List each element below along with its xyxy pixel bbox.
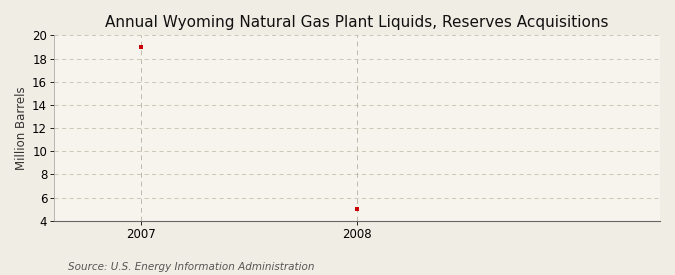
Title: Annual Wyoming Natural Gas Plant Liquids, Reserves Acquisitions: Annual Wyoming Natural Gas Plant Liquids… xyxy=(105,15,609,30)
Text: Source: U.S. Energy Information Administration: Source: U.S. Energy Information Administ… xyxy=(68,262,314,272)
Y-axis label: Million Barrels: Million Barrels xyxy=(15,86,28,170)
